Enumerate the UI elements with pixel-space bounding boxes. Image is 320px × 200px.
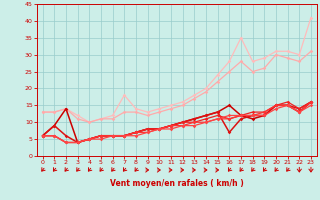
X-axis label: Vent moyen/en rafales ( km/h ): Vent moyen/en rafales ( km/h ) <box>110 179 244 188</box>
